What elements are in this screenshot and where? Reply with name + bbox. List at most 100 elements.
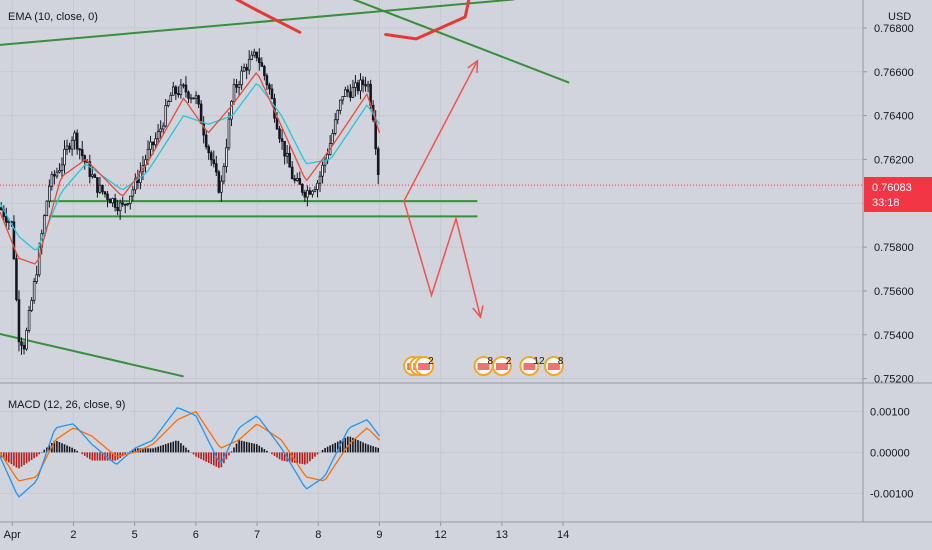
candle-body [237, 84, 241, 88]
candle-body [288, 153, 291, 168]
candle-body [149, 141, 152, 150]
macd-signal-line [0, 411, 380, 482]
candle-body [346, 89, 350, 93]
candle-body [215, 163, 218, 173]
macd-indicator-label[interactable]: MACD (12, 26, close, 9) [8, 399, 125, 411]
candle-body [98, 184, 102, 193]
time-tick-label: 14 [557, 529, 569, 541]
candle-body [349, 91, 352, 98]
candle-body [285, 153, 289, 157]
event-flag-stripe [477, 363, 490, 370]
candle-body [146, 148, 150, 161]
candle-body [245, 67, 248, 71]
time-tick-label: 6 [193, 529, 199, 541]
candle-body [58, 170, 61, 173]
projection-arrow-path [403, 200, 482, 318]
projection-arrow-path [403, 60, 479, 202]
time-tick-label: 9 [376, 529, 382, 541]
event-flag-stripe [547, 363, 560, 370]
candle-body [187, 91, 190, 99]
candle-body [316, 182, 319, 190]
candle-body [151, 141, 155, 146]
candle-body [255, 51, 259, 59]
candle-body [270, 88, 274, 99]
candle-body [70, 139, 74, 150]
time-tick-label: 13 [496, 529, 508, 541]
candle-body [55, 171, 59, 177]
candle-body [290, 166, 294, 180]
last-price-label: 0.76083 [872, 182, 912, 194]
candle-body [301, 183, 304, 193]
candle-body [356, 82, 360, 92]
candle-body [53, 174, 56, 177]
candle-body [15, 258, 18, 301]
candle-body [106, 193, 109, 200]
projection-arrow-head [467, 59, 479, 73]
candle-body [250, 54, 254, 60]
macd-line [0, 407, 381, 498]
candle-body [242, 67, 246, 72]
candle-body [73, 132, 76, 141]
price-indicator-label[interactable]: EMA (10, close, 0) [8, 11, 98, 23]
ema-fast-line [0, 71, 381, 265]
event-count-label: 8 [558, 356, 564, 367]
candle-body [68, 145, 71, 150]
candle-body [222, 166, 226, 182]
candle-body [75, 132, 79, 150]
candle-body [194, 95, 198, 100]
candle-body [260, 62, 264, 67]
macd-tick-label: 0.00100 [870, 406, 910, 418]
candle-body [164, 105, 167, 127]
candle-body [220, 180, 223, 193]
candle-body [252, 51, 256, 56]
candle-body [182, 84, 185, 87]
candle-body [321, 164, 324, 177]
candle-body [336, 110, 340, 121]
candle-body [376, 148, 380, 175]
candle-body [232, 84, 236, 102]
price-tick-label: 0.76400 [874, 111, 914, 123]
candle-body [204, 134, 208, 148]
candle-body [78, 148, 81, 151]
candle-body [247, 58, 251, 71]
price-tick-label: 0.76600 [874, 67, 914, 79]
price-tick-label: 0.76200 [874, 154, 914, 166]
candle-body [338, 99, 342, 111]
economic-events: 72282128 [403, 356, 564, 376]
event-count-label: 12 [533, 356, 545, 367]
candle-body [108, 199, 112, 204]
candle-body [366, 83, 370, 87]
candle-body [354, 82, 357, 88]
candle-body [258, 57, 261, 64]
candle-body [333, 119, 337, 134]
candle-body [154, 138, 157, 146]
candle-body [7, 221, 11, 223]
time-tick-label: 2 [70, 529, 76, 541]
candle-body [88, 161, 92, 177]
event-flag-stripe [418, 363, 431, 370]
candle-body [177, 93, 180, 96]
time-tick-label: 8 [315, 529, 321, 541]
candle-body [283, 140, 286, 157]
candle-body [22, 344, 26, 350]
red-freehand-curve [384, 0, 471, 41]
candle-body [83, 155, 87, 163]
candle-body [80, 149, 84, 157]
price-tick-label: 0.75400 [874, 330, 914, 342]
time-tick-label: Apr [4, 529, 21, 541]
candle-body [364, 84, 367, 87]
candle-body [166, 101, 170, 106]
candle-body [326, 154, 329, 161]
candle-body [118, 202, 122, 212]
price-tick-label: 0.75800 [874, 242, 914, 254]
candle-body [45, 200, 49, 217]
candle-body [101, 184, 104, 193]
event-flag-stripe [523, 363, 536, 370]
candle-body [169, 94, 173, 102]
macd-pane [0, 407, 381, 498]
time-tick-label: 7 [254, 529, 260, 541]
candle-body [111, 198, 114, 204]
candle-body [235, 84, 238, 88]
